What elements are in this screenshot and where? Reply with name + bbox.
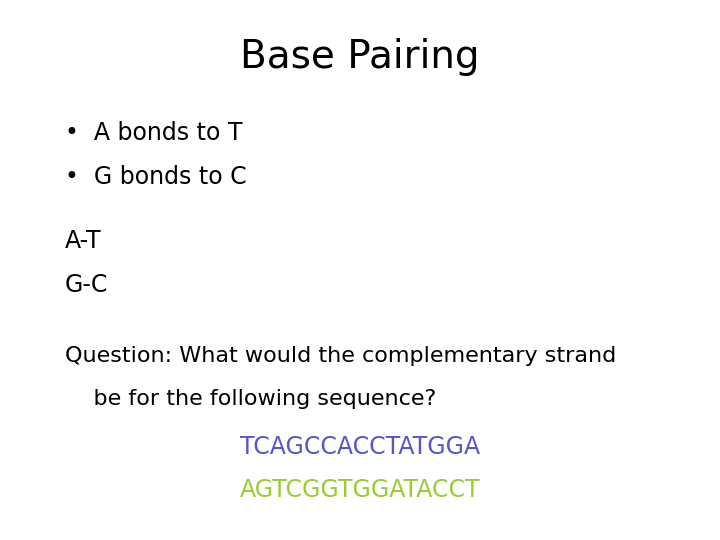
Text: TCAGCCACCTATGGA: TCAGCCACCTATGGA: [240, 435, 480, 458]
Text: G-C: G-C: [65, 273, 108, 296]
Text: •  G bonds to C: • G bonds to C: [65, 165, 246, 188]
Text: AGTCGGTGGATACCT: AGTCGGTGGATACCT: [240, 478, 480, 502]
Text: Question: What would the complementary strand: Question: What would the complementary s…: [65, 346, 616, 366]
Text: Base Pairing: Base Pairing: [240, 38, 480, 76]
Text: •  A bonds to T: • A bonds to T: [65, 122, 243, 145]
Text: be for the following sequence?: be for the following sequence?: [65, 389, 436, 409]
Text: A-T: A-T: [65, 230, 102, 253]
